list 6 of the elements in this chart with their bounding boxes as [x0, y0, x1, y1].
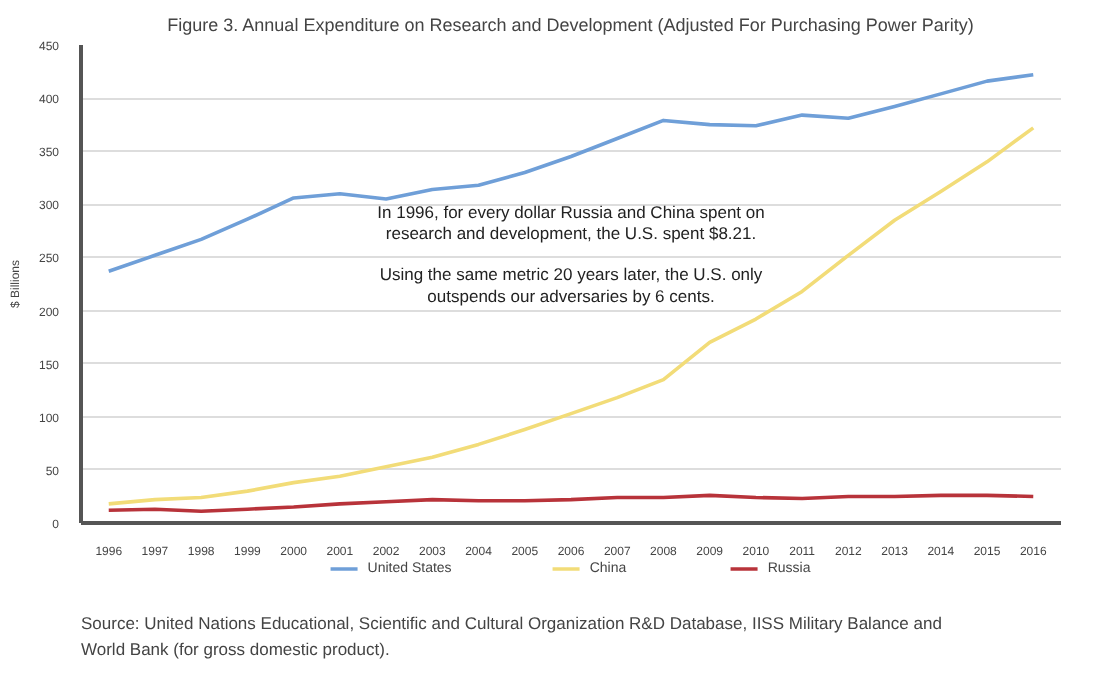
line-series	[106, 493, 1036, 514]
annotation: In 1996, for every dollar Russia and China spent on research and development, the U.S. spent $8.21.	[377, 201, 766, 244]
annotation: Using the same metric 20 years later, the U.S. only outspends our adversaries by 6 cents.	[379, 264, 764, 306]
line-series	[106, 126, 1036, 506]
chart-title: Figure 3. Annual Expenditure on Research and Development (Adjusted For Purchasing Power Parity)	[167, 15, 974, 35]
source-note: Source: United Nations Educational, Scientific and Cultural Organization R&D Database, IISS Military Balance and World Bank (for gross domestic product).	[81, 613, 943, 659]
